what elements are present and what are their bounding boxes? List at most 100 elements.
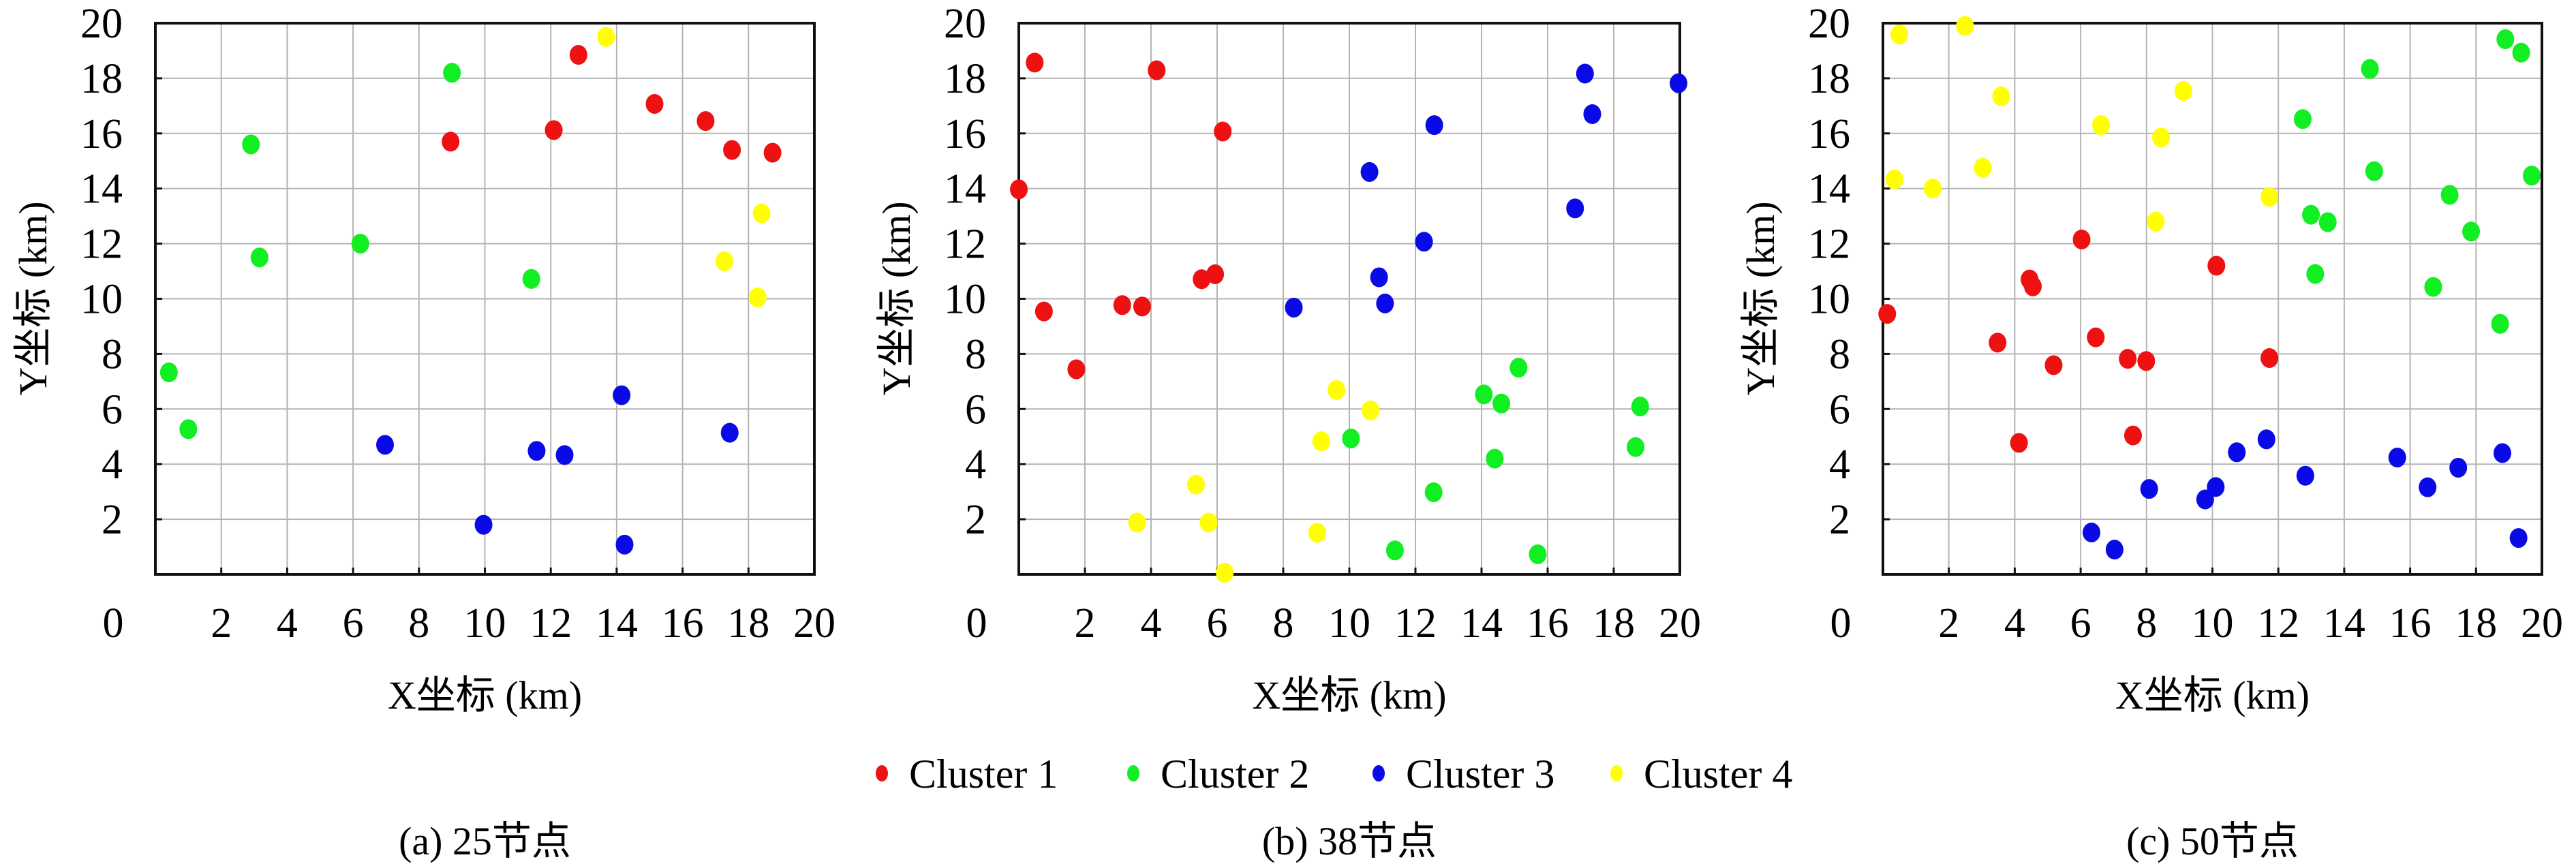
x-tick-label: 6 xyxy=(1207,600,1228,647)
x-tick-label: 2 xyxy=(1075,600,1096,647)
y-tick-label: 8 xyxy=(965,331,986,377)
axes-frame xyxy=(154,22,816,576)
data-point xyxy=(179,419,198,439)
x-axis-label: X坐标 (km) xyxy=(2115,673,2310,717)
legend-item-cluster-3: Cluster 3 xyxy=(1373,752,1554,797)
data-point xyxy=(1216,563,1234,583)
x-tick-label: 12 xyxy=(2257,600,2299,647)
x-tick-label: 2 xyxy=(211,600,232,647)
panel-caption: (c) 50节点 xyxy=(2126,819,2299,863)
x-tick-label: 20 xyxy=(793,600,835,647)
data-point xyxy=(2491,313,2509,334)
data-point xyxy=(1627,437,1645,457)
data-point xyxy=(752,203,771,223)
y-tick-label: 10 xyxy=(80,277,123,323)
x-tick-label: 8 xyxy=(2136,600,2157,647)
data-point xyxy=(1342,429,1360,449)
data-point xyxy=(2260,347,2279,368)
data-point xyxy=(555,445,574,465)
y-tick-label: 2 xyxy=(1829,497,1850,543)
series-cluster-2 xyxy=(159,63,540,439)
data-point xyxy=(1992,86,2010,106)
y-tick-label: 12 xyxy=(1808,221,1850,268)
data-point xyxy=(1885,169,1903,189)
data-point xyxy=(242,134,260,155)
data-point xyxy=(645,94,664,114)
gridlines xyxy=(1019,23,1680,574)
data-point xyxy=(723,140,741,160)
series-cluster-2 xyxy=(2293,29,2541,334)
legend-item-cluster-4: Cluster 4 xyxy=(1610,752,1792,797)
data-point xyxy=(474,514,493,535)
x-tick-label: 18 xyxy=(2455,600,2497,647)
data-point xyxy=(2140,479,2158,499)
data-point xyxy=(1034,301,1053,322)
x-tick-label: 4 xyxy=(1141,600,1162,647)
y-tick-label: 4 xyxy=(1829,442,1850,488)
data-point xyxy=(1583,104,1601,124)
data-point xyxy=(351,234,369,254)
data-point xyxy=(2257,429,2275,450)
data-point xyxy=(1425,115,1443,136)
data-point xyxy=(2083,523,2101,543)
x-tick-label: 14 xyxy=(1460,600,1503,647)
data-point xyxy=(720,422,739,443)
data-point xyxy=(1576,63,1594,84)
data-point xyxy=(375,435,394,455)
data-point xyxy=(2023,276,2042,296)
data-point xyxy=(1133,296,1151,317)
data-point xyxy=(1193,269,1211,290)
data-point xyxy=(1956,16,1974,36)
data-point xyxy=(2087,327,2105,347)
legend-marker xyxy=(1127,765,1139,782)
y-tick-label: 12 xyxy=(944,221,986,268)
data-point xyxy=(1360,161,1379,182)
data-point xyxy=(1974,157,1992,178)
data-point xyxy=(716,251,734,271)
data-point xyxy=(2137,351,2156,371)
data-point xyxy=(2147,211,2165,232)
y-tick-label: 6 xyxy=(102,386,123,433)
x-tick-label: 4 xyxy=(2004,600,2025,647)
y-tick-label: 20 xyxy=(80,1,123,47)
data-point xyxy=(1385,540,1404,561)
y-tick-label: 6 xyxy=(965,386,986,433)
data-point xyxy=(1328,380,1346,400)
y-axis-label: Y坐标 (km) xyxy=(874,201,919,395)
data-point xyxy=(1206,264,1225,284)
series-cluster-3 xyxy=(375,385,739,555)
axes-frame xyxy=(1882,22,2543,576)
x-tick-label: 10 xyxy=(2192,600,2234,647)
data-point xyxy=(1128,512,1146,533)
data-point xyxy=(1285,297,1303,318)
data-point xyxy=(159,362,178,383)
data-point xyxy=(2449,457,2468,478)
y-tick-label: 6 xyxy=(1829,386,1850,433)
x-tick-label: 12 xyxy=(1394,600,1437,647)
data-point xyxy=(442,132,460,152)
series-cluster-1 xyxy=(1878,230,2279,453)
data-point xyxy=(2462,221,2481,242)
x-tick-label: 0 xyxy=(1830,600,1852,647)
data-point xyxy=(2509,528,2528,548)
data-point xyxy=(2361,59,2379,79)
data-point xyxy=(2296,465,2314,486)
data-point xyxy=(2523,166,2541,186)
legend-label: Cluster 3 xyxy=(1406,752,1554,797)
data-point xyxy=(2365,161,2383,181)
x-tick-label: 14 xyxy=(596,600,638,647)
data-point xyxy=(2496,29,2515,49)
x-axis-label: X坐标 (km) xyxy=(388,673,582,717)
data-point xyxy=(613,385,631,405)
data-point xyxy=(1376,293,1394,313)
data-point xyxy=(1989,333,2007,353)
x-tick-label: 10 xyxy=(1328,600,1370,647)
data-point xyxy=(2044,355,2063,375)
data-point xyxy=(1631,397,1649,417)
data-point xyxy=(1415,232,1433,252)
data-point xyxy=(763,142,782,163)
data-point xyxy=(2493,443,2511,463)
data-point xyxy=(1566,198,1584,219)
y-tick-label: 4 xyxy=(965,442,986,488)
